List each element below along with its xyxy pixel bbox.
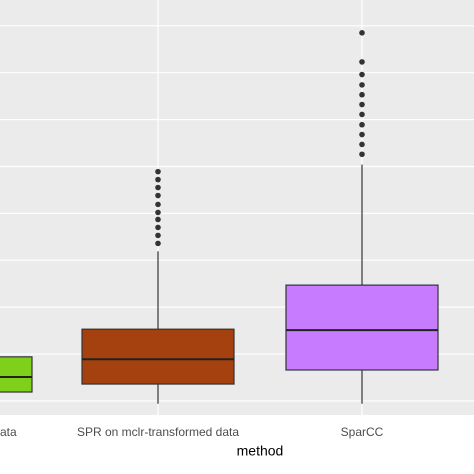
outlier <box>155 176 161 183</box>
outlier <box>359 82 365 88</box>
outlier <box>155 240 161 247</box>
outlier <box>359 121 365 128</box>
x-axis-title: method <box>237 443 284 459</box>
outlier <box>155 184 161 191</box>
outlier <box>359 91 365 98</box>
outlier <box>359 141 365 148</box>
box <box>0 356 33 393</box>
outlier <box>359 30 365 36</box>
outlier <box>155 168 161 175</box>
x-tick-label: SparCC <box>341 425 384 439</box>
x-tick-label: SPR on mclr-transformed data <box>77 425 239 439</box>
outlier <box>155 224 161 231</box>
outlier <box>155 209 161 216</box>
outlier <box>155 232 161 239</box>
outlier <box>155 201 161 208</box>
outlier <box>359 131 365 138</box>
outlier <box>359 71 365 78</box>
outlier <box>359 101 365 108</box>
x-tick-label: ata <box>0 425 17 439</box>
box <box>81 328 235 385</box>
outlier <box>359 111 365 118</box>
outlier <box>155 216 161 223</box>
outlier <box>359 59 365 65</box>
outlier <box>155 192 161 199</box>
box <box>285 284 439 371</box>
outlier <box>359 151 365 158</box>
